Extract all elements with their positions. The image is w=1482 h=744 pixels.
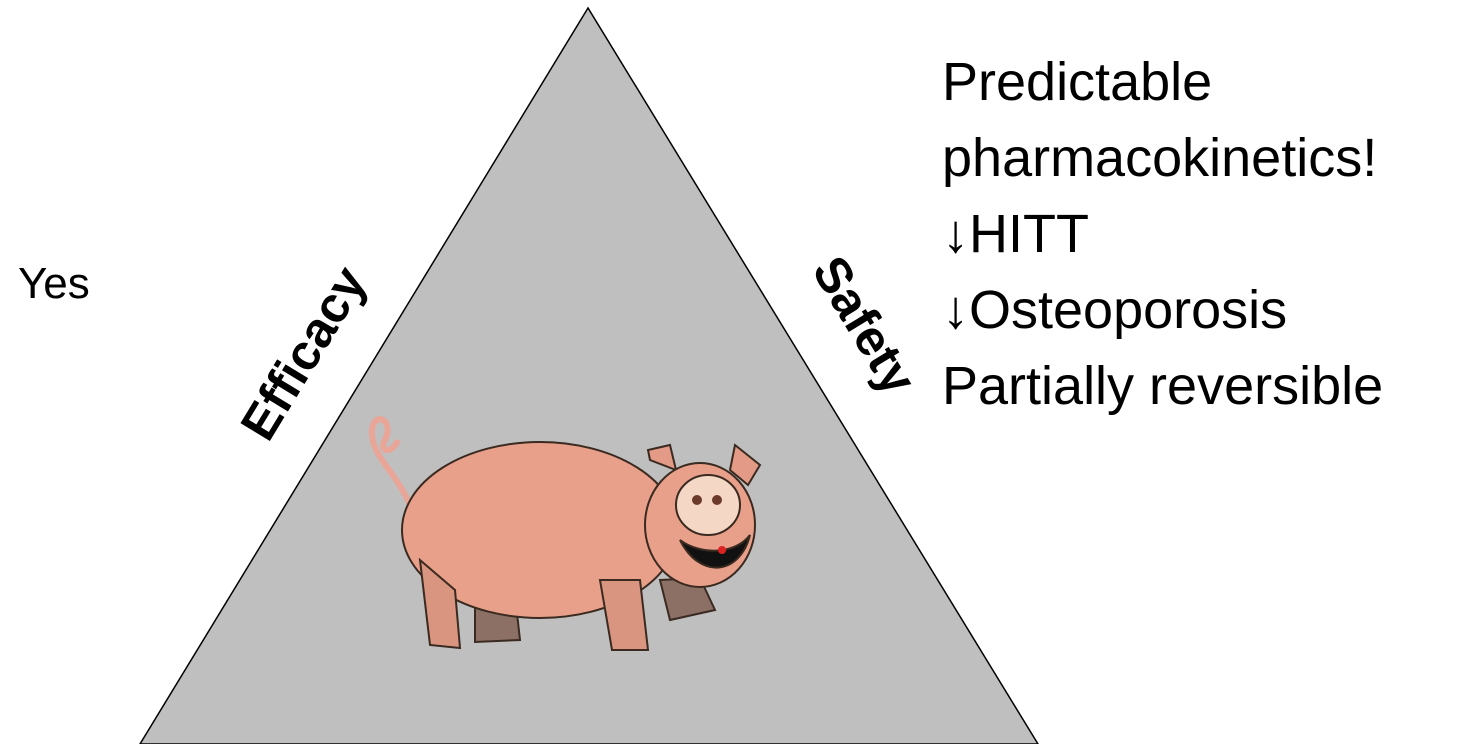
safety-point: ↓Osteoporosis [942, 280, 1287, 340]
safety-point: Partially reversible [942, 356, 1383, 416]
safety-points: Predictable pharmacokinetics! ↓HITT ↓Osteop… [942, 52, 1383, 416]
safety-label: Safety [802, 247, 928, 404]
left-label: Yes [18, 259, 90, 308]
safety-point: Predictable [942, 52, 1212, 112]
safety-point: pharmacokinetics! [942, 128, 1377, 188]
safety-point: ↓HITT [942, 204, 1089, 264]
slide: Yes Efficacy Safety Predictablepharmacok… [0, 0, 1482, 744]
